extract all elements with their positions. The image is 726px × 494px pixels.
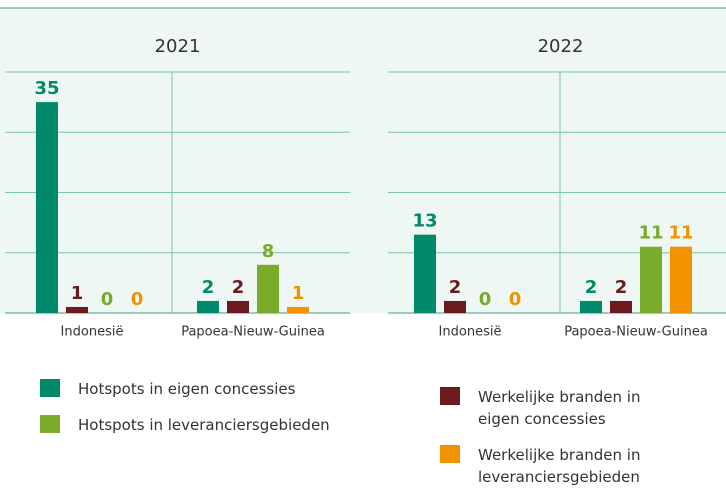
data-label: 11 bbox=[668, 223, 693, 244]
bar bbox=[36, 102, 58, 313]
legend-item: Werkelijke branden in leveranciersgebied… bbox=[440, 444, 690, 488]
legend-item: Werkelijke branden in eigen concessies bbox=[440, 386, 690, 430]
data-label: 2 bbox=[615, 277, 628, 298]
x-tick-label: Papoea-Nieuw-Guinea bbox=[181, 325, 325, 340]
data-label: 35 bbox=[34, 78, 59, 99]
panel-title: 2021 bbox=[155, 36, 201, 57]
bar bbox=[227, 300, 249, 313]
plot-background bbox=[0, 8, 726, 313]
data-label: 0 bbox=[479, 289, 492, 310]
bar bbox=[287, 306, 309, 313]
bar bbox=[257, 264, 279, 313]
legend-label: Hotspots in eigen concessies bbox=[78, 380, 296, 398]
data-label: 2 bbox=[585, 277, 598, 298]
legend-item: Hotspots in eigen concessies bbox=[40, 378, 295, 400]
data-label: 11 bbox=[638, 223, 663, 244]
bar bbox=[670, 246, 692, 313]
bar bbox=[610, 300, 632, 313]
panel-title: 2022 bbox=[538, 36, 584, 57]
data-label: 2 bbox=[449, 277, 462, 298]
legend-swatch bbox=[40, 379, 60, 397]
bar bbox=[444, 300, 466, 313]
data-label: 2 bbox=[202, 277, 215, 298]
data-label: 1 bbox=[292, 283, 305, 304]
data-label: 8 bbox=[262, 241, 275, 262]
bar bbox=[66, 306, 88, 313]
data-label: 13 bbox=[412, 211, 437, 232]
legend-swatch bbox=[40, 415, 60, 433]
data-label: 0 bbox=[509, 289, 522, 310]
legend-label: Werkelijke branden in leveranciersgebied… bbox=[478, 446, 641, 486]
legend-label: Hotspots in leveranciersgebieden bbox=[78, 416, 330, 434]
legend-swatch bbox=[440, 445, 460, 463]
bar bbox=[197, 300, 219, 313]
bar bbox=[640, 246, 662, 313]
data-label: 0 bbox=[131, 289, 144, 310]
x-tick-label: Indonesië bbox=[439, 325, 502, 340]
bar bbox=[414, 234, 436, 313]
data-label: 0 bbox=[101, 289, 114, 310]
legend-item: Hotspots in leveranciersgebieden bbox=[40, 414, 330, 436]
data-label: 2 bbox=[232, 277, 245, 298]
bar bbox=[580, 300, 602, 313]
x-tick-label: Indonesië bbox=[61, 325, 124, 340]
legend-swatch bbox=[440, 387, 460, 405]
x-tick-label: Papoea-Nieuw-Guinea bbox=[564, 325, 708, 340]
data-label: 1 bbox=[71, 283, 84, 304]
legend-label: Werkelijke branden in eigen concessies bbox=[478, 388, 641, 428]
